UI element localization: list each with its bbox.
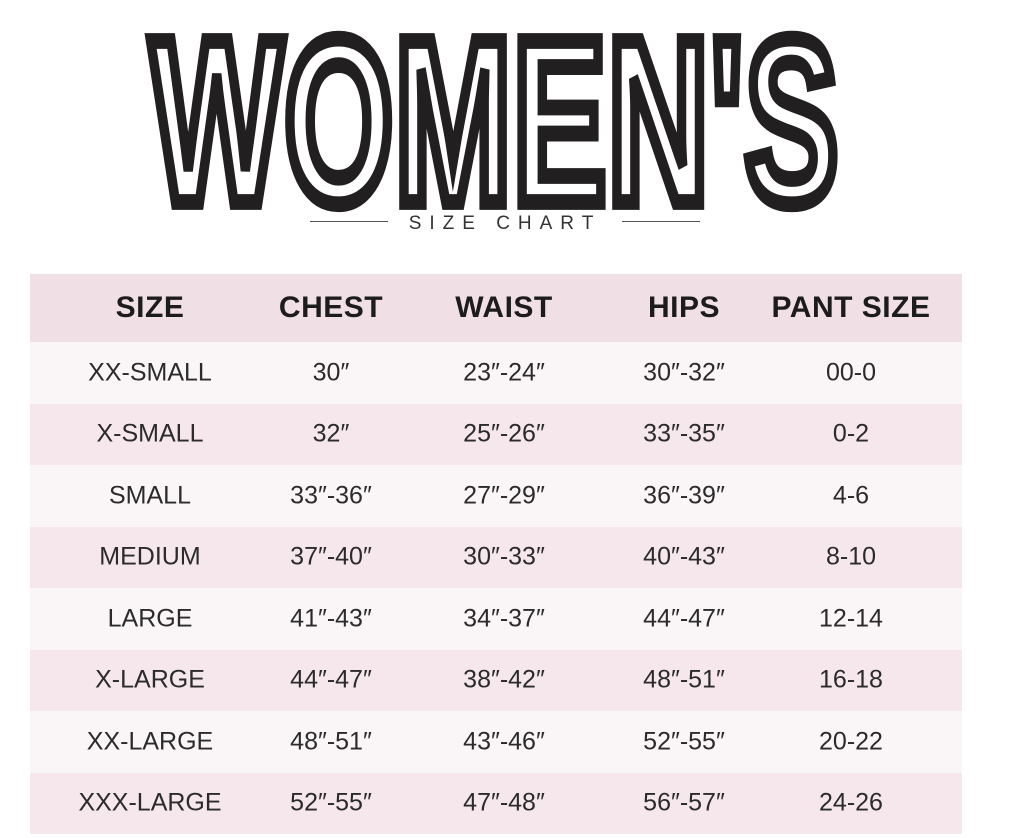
svg-text:WOMEN'S: WOMEN'S xyxy=(150,0,839,230)
